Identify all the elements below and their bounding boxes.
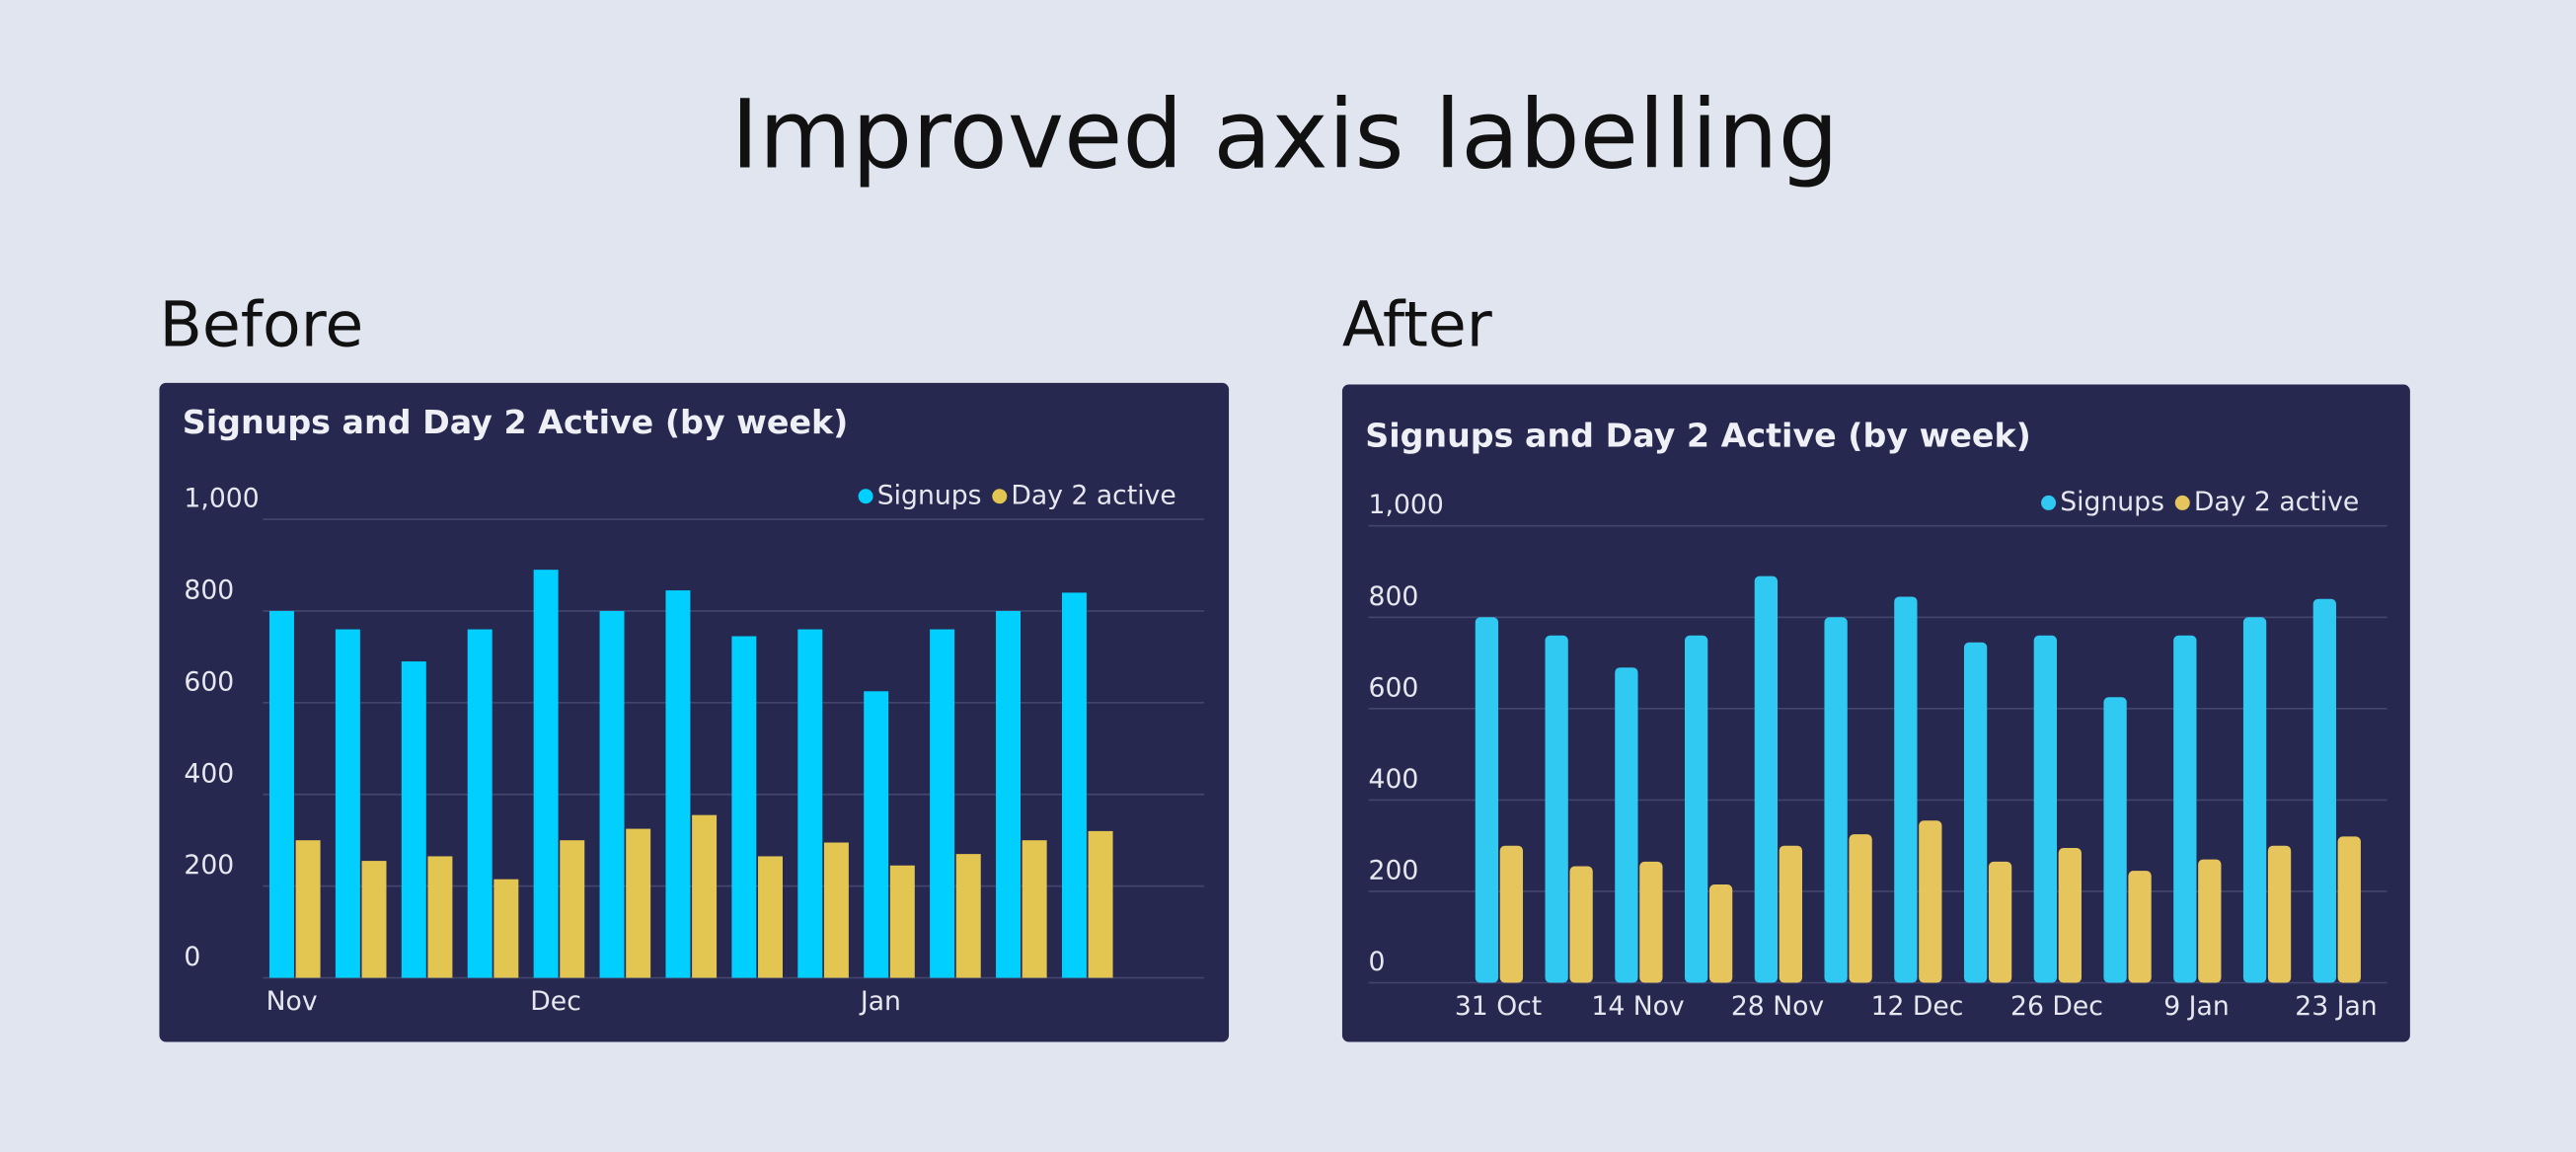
y-tick-label: 1,000 <box>1369 490 1444 520</box>
x-tick-label: 12 Dec <box>1871 991 1964 1022</box>
x-tick-label: Jan <box>859 986 901 1017</box>
bar <box>996 610 1022 978</box>
bar <box>1022 840 1047 978</box>
bar <box>2033 635 2058 983</box>
page-title: Improved axis labelling <box>730 79 1838 191</box>
bar <box>467 629 492 978</box>
bar <box>626 828 651 978</box>
bar <box>955 854 981 978</box>
bar <box>1708 884 1733 983</box>
legend-marker <box>2041 495 2057 510</box>
bar <box>361 861 387 978</box>
bar <box>1475 617 1499 983</box>
bar <box>1639 861 1663 983</box>
bar <box>2128 871 2152 983</box>
bar <box>692 814 718 978</box>
bar <box>930 629 955 978</box>
bar <box>2267 845 2292 983</box>
panel-label: Before <box>159 288 363 361</box>
y-tick-label: 400 <box>184 758 234 789</box>
legend-marker <box>992 489 1008 504</box>
bar <box>2103 697 2127 983</box>
legend-label: Signups <box>2060 487 2164 517</box>
bar <box>1088 830 1113 978</box>
bar <box>335 629 360 978</box>
chart-panel: Signups and Day 2 Active (by week) 0 200 40… <box>1341 384 2410 1042</box>
x-tick-label: Nov <box>266 986 318 1017</box>
bar <box>2198 859 2222 983</box>
x-tick-label: Dec <box>530 986 581 1017</box>
bar <box>599 610 625 978</box>
bar <box>493 879 519 978</box>
bar <box>665 590 691 978</box>
bar <box>1988 861 2012 983</box>
y-tick-label: 1,000 <box>184 484 259 514</box>
bar <box>2242 617 2267 983</box>
legend-label: Day 2 active <box>1011 480 1175 510</box>
bar <box>2337 836 2361 983</box>
bar <box>268 610 294 978</box>
bar <box>2173 635 2197 983</box>
bar <box>1061 592 1087 978</box>
bar <box>1894 596 1918 983</box>
x-tick-label: 14 Nov <box>1591 991 1684 1022</box>
bar <box>2312 598 2336 983</box>
chart-title: Signups and Day 2 Active (by week) <box>1365 416 2031 454</box>
bar <box>1824 617 1848 983</box>
chart-panel: Signups and Day 2 Active (by week) 0 200 40… <box>159 382 1230 1042</box>
bar <box>427 856 453 978</box>
bar <box>1919 820 1942 983</box>
bar <box>1499 845 1524 983</box>
legend-marker <box>2174 495 2190 510</box>
bar <box>1849 834 1872 983</box>
x-tick-label: 9 Jan <box>2163 991 2229 1022</box>
bar <box>1963 642 1988 983</box>
y-tick-label: 200 <box>1369 855 1419 885</box>
bar <box>1569 866 1593 983</box>
bar <box>823 842 849 978</box>
bar <box>295 840 321 978</box>
bar <box>889 865 915 978</box>
bar <box>1684 635 1708 983</box>
bar <box>1754 576 1779 983</box>
y-tick-label: 600 <box>1369 672 1419 703</box>
bar <box>797 629 823 978</box>
bar <box>1615 667 1638 983</box>
bar <box>731 636 757 978</box>
y-tick-label: 800 <box>184 575 234 605</box>
y-tick-label: 600 <box>184 666 234 697</box>
y-tick-label: 0 <box>1369 947 1386 977</box>
y-tick-label: 200 <box>184 850 234 881</box>
x-tick-label: 23 Jan <box>2295 991 2377 1022</box>
x-tick-label: 26 Dec <box>2010 991 2103 1022</box>
y-tick-label: 400 <box>1369 764 1419 795</box>
legend-marker <box>858 489 873 504</box>
bar <box>758 856 783 978</box>
chart-title: Signups and Day 2 Active (by week) <box>183 403 849 441</box>
legend-label: Signups <box>877 480 982 510</box>
y-tick-label: 0 <box>184 942 200 972</box>
panel-label: After <box>1342 288 1492 361</box>
bar <box>2058 848 2082 983</box>
bar <box>533 570 559 978</box>
bar <box>560 840 585 978</box>
x-tick-label: 28 Nov <box>1731 991 1824 1022</box>
bar <box>401 661 426 978</box>
legend-label: Day 2 active <box>2194 487 2359 517</box>
y-tick-label: 800 <box>1369 581 1419 612</box>
bar <box>1779 845 1803 983</box>
bar <box>1545 635 1568 983</box>
bar <box>864 691 889 978</box>
x-tick-label: 31 Oct <box>1455 991 1542 1022</box>
